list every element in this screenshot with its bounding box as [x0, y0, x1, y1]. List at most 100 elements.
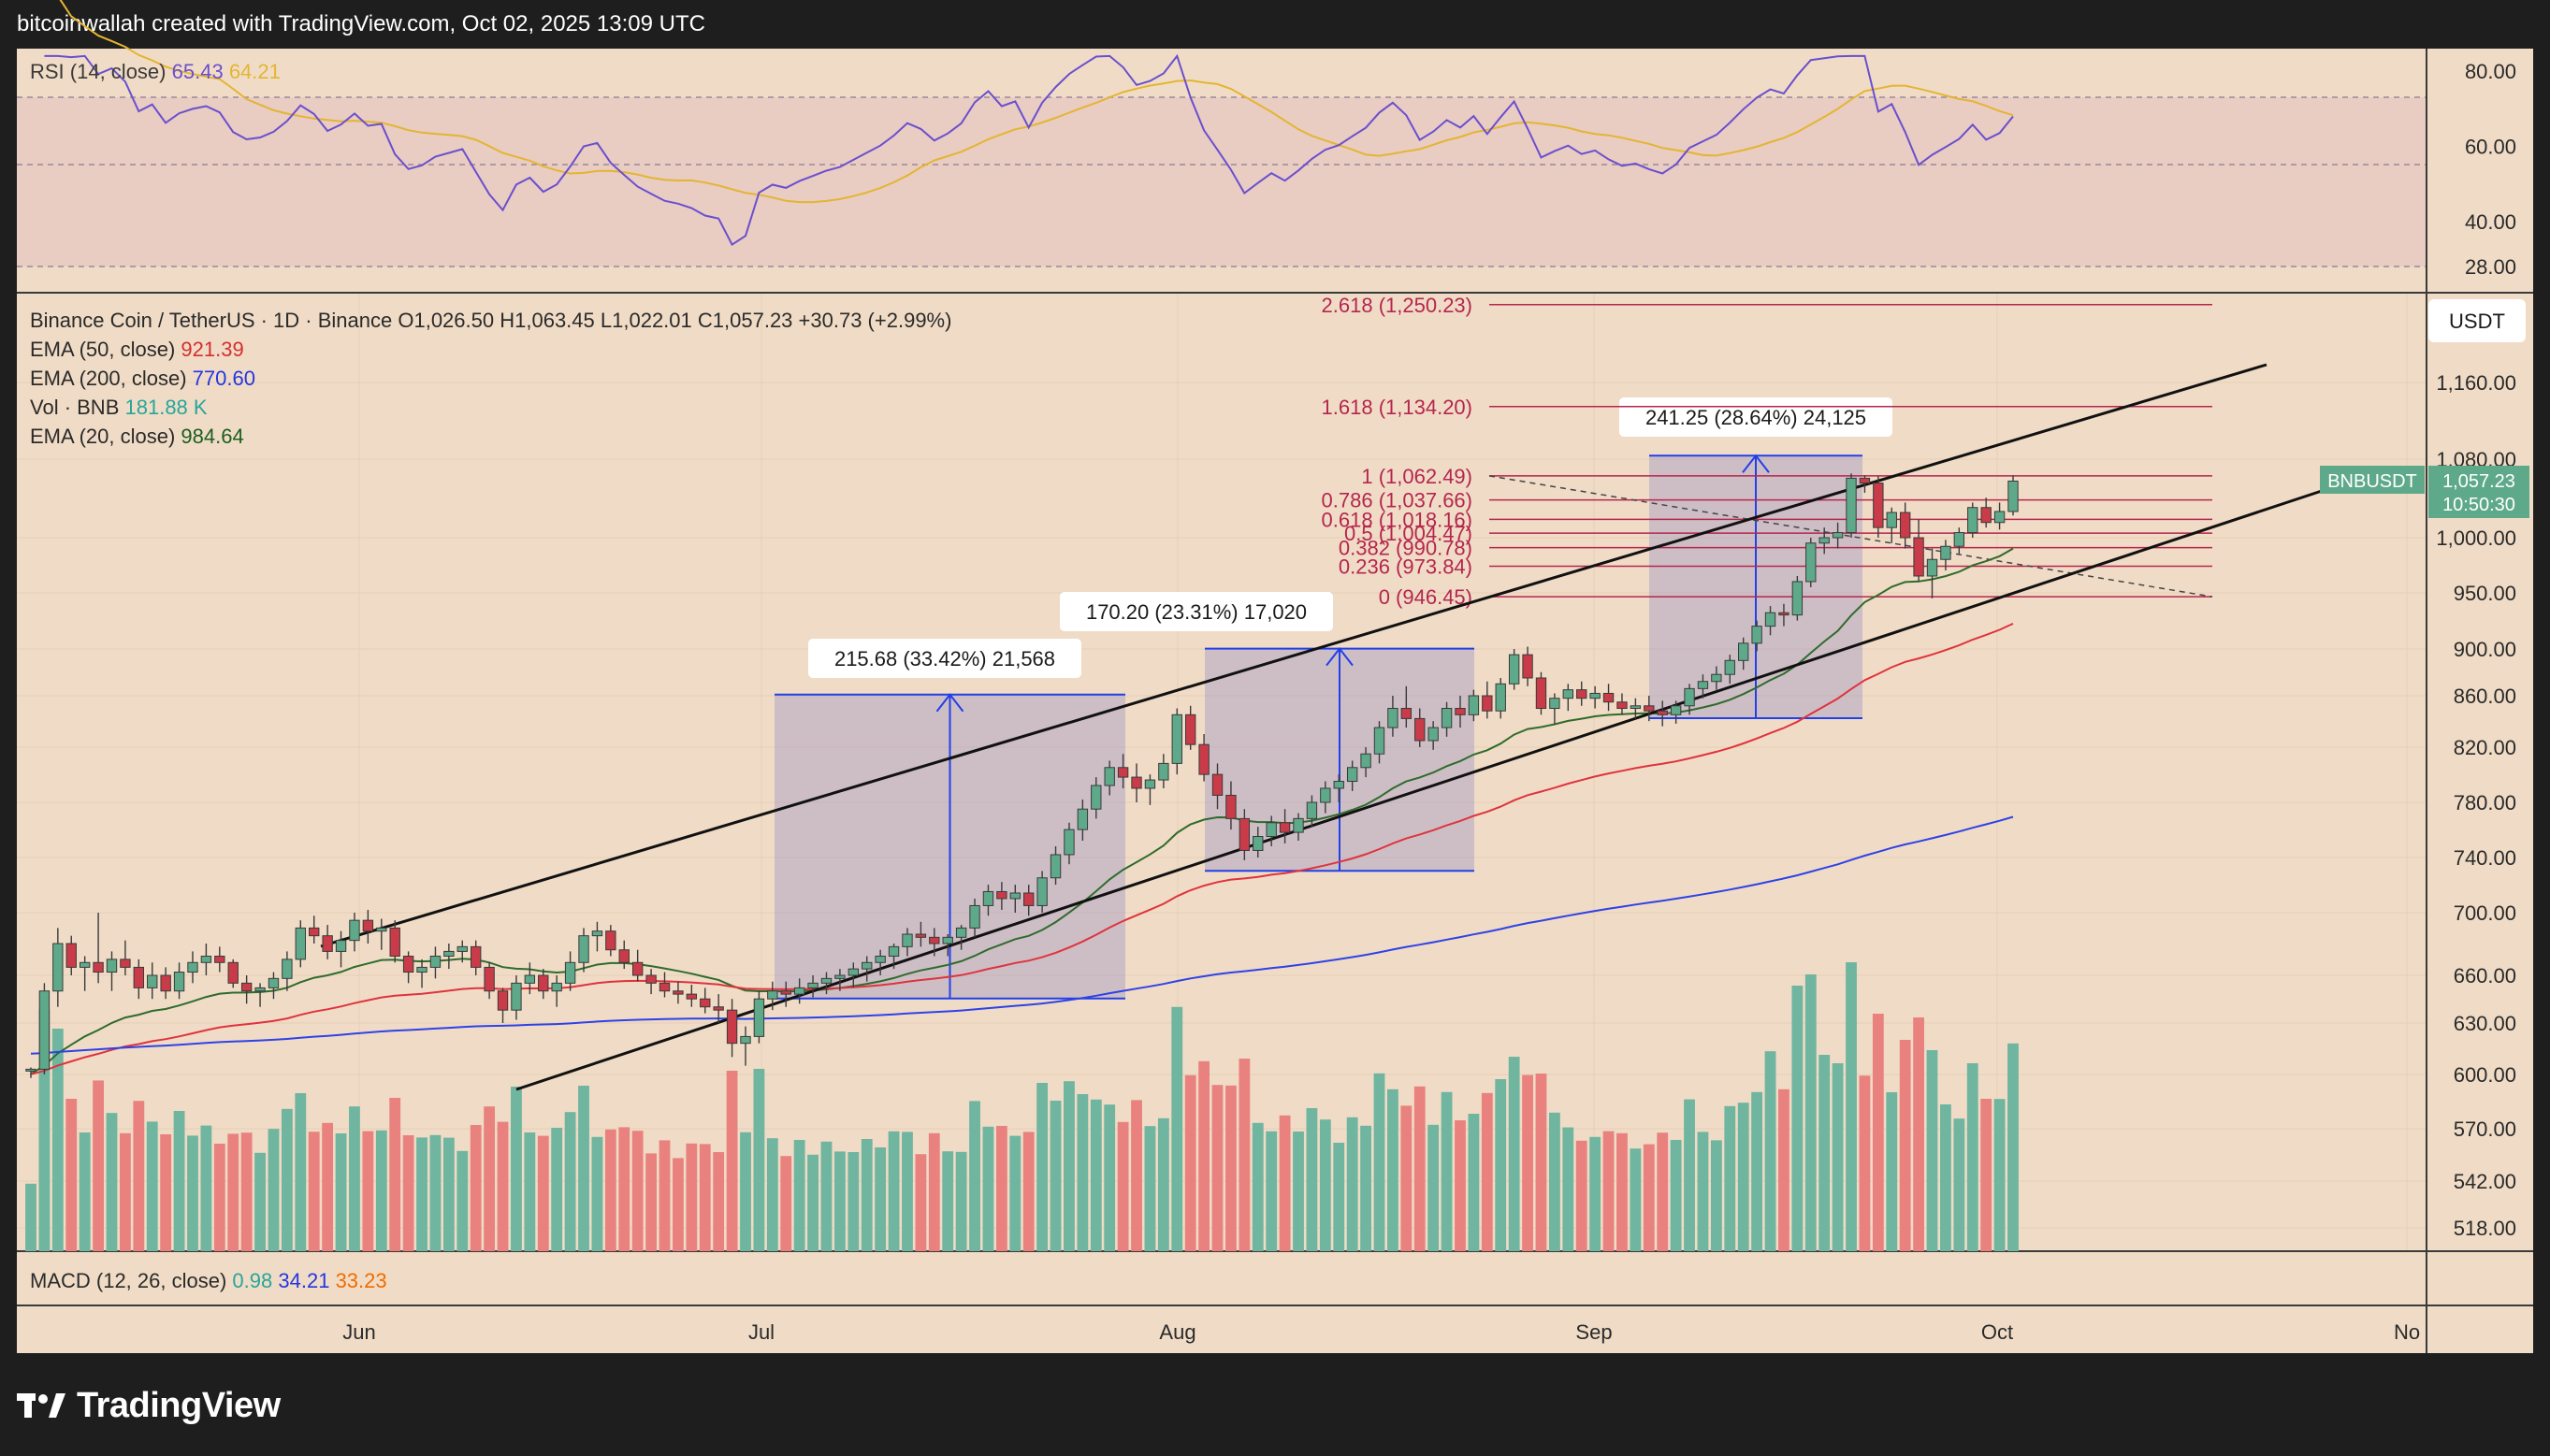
volume-bar: [200, 1125, 212, 1251]
volume-bar: [645, 1153, 657, 1251]
volume-bar: [1575, 1140, 1587, 1251]
volume-bar: [1198, 1060, 1210, 1251]
candle-body: [631, 961, 644, 976]
volume-bar: [969, 1101, 980, 1251]
volume-bar: [119, 1132, 131, 1251]
volume-bar: [375, 1130, 387, 1251]
dashed-trendline: [1488, 475, 2213, 598]
ema20-line: [30, 547, 2014, 1075]
volume-bar: [470, 1125, 482, 1251]
candle-body: [1953, 532, 1965, 547]
time-tick: No: [2394, 1320, 2420, 1344]
volume-bar: [1306, 1108, 1318, 1251]
candle-body: [1980, 507, 1992, 524]
candle-body: [1387, 708, 1398, 728]
volume-bar: [2007, 1043, 2019, 1251]
volume-bar: [173, 1111, 185, 1251]
candle-body: [1293, 817, 1304, 833]
price-badge-countdown: 10:50:30: [2442, 495, 2515, 515]
volume-bar: [93, 1080, 104, 1251]
time-tick: Jun: [342, 1320, 375, 1344]
svg-text:USDT: USDT: [2449, 310, 2505, 333]
candle-body: [1184, 714, 1196, 745]
candle-body: [1441, 708, 1453, 728]
trend-channel[interactable]: [320, 363, 2342, 1091]
volume-bar: [322, 1122, 334, 1251]
volume-bar: [1913, 1017, 1925, 1251]
candle-body: [1630, 705, 1642, 710]
candle-body: [282, 959, 293, 979]
volume-bar: [928, 1132, 940, 1251]
price-tick: 660.00: [2454, 964, 2516, 987]
volume-bar: [1360, 1125, 1371, 1251]
rsi-tick: 28.00: [2465, 255, 2516, 279]
volume-bar: [1508, 1057, 1520, 1251]
volume-bar: [1940, 1104, 1951, 1251]
footer-brand: TradingView: [77, 1385, 281, 1425]
candle-body: [1926, 558, 1938, 577]
candle-body: [1549, 698, 1560, 710]
measure-arrow-head: [1326, 647, 1354, 667]
candle-body: [1468, 695, 1480, 715]
volume-bar: [1333, 1143, 1345, 1251]
volume-bar: [578, 1086, 589, 1251]
volume-bar: [484, 1106, 496, 1251]
candle-body: [200, 955, 212, 963]
candle-body: [52, 943, 64, 992]
candle-body: [1562, 689, 1573, 699]
fib-label: 0.382 (990.78): [1339, 537, 1472, 560]
candle-body: [834, 974, 846, 979]
candle-body: [1036, 877, 1048, 906]
volume-bar: [1131, 1100, 1142, 1251]
measure-arrow-head: [1742, 454, 1770, 473]
header-bar: bitcoinwallah created with TradingView.c…: [0, 0, 2550, 49]
volume-bar: [686, 1143, 698, 1251]
candle-body: [524, 974, 536, 984]
legend-ema20: EMA (20, close) 984.64: [30, 425, 244, 448]
candle-body: [120, 959, 131, 968]
candle-body: [1171, 714, 1182, 764]
candle-body: [618, 949, 630, 963]
volume-bar: [753, 1069, 765, 1251]
candle-body: [1400, 708, 1413, 719]
volume-bar: [740, 1132, 751, 1251]
volume-bar: [349, 1106, 360, 1251]
volume-bar: [1616, 1132, 1628, 1251]
volume-bar: [1293, 1132, 1304, 1251]
rsi-tick: 40.00: [2465, 210, 2516, 234]
rsi-tick: 60.00: [2465, 135, 2516, 158]
candle-body: [673, 990, 684, 995]
volume-bar: [793, 1140, 805, 1251]
volume-bar: [1832, 1063, 1844, 1251]
tradingview-logo[interactable]: TradingView: [17, 1382, 281, 1429]
candle-body: [740, 1035, 751, 1045]
time-tick: Aug: [1159, 1320, 1195, 1344]
candle-body: [443, 950, 455, 957]
volume-bar: [1804, 974, 1817, 1251]
channel-lower-line: [515, 483, 2342, 1091]
candle-body: [187, 961, 198, 973]
candle-body: [1495, 683, 1506, 712]
candle-body: [659, 982, 671, 992]
volume-bar: [1184, 1074, 1196, 1251]
header-credit: bitcoinwallah created with TradingView.c…: [17, 11, 705, 36]
volume-bar: [1495, 1079, 1507, 1251]
volume-bar: [429, 1134, 442, 1251]
candle-body: [1414, 717, 1426, 742]
candle-body: [1940, 545, 1951, 560]
candles[interactable]: [25, 473, 2019, 1078]
ema-lines: [30, 547, 2014, 1075]
price-tick: 542.00: [2454, 1170, 2516, 1193]
volume-bar: [1846, 962, 1857, 1251]
volume-bar: [1064, 1081, 1075, 1251]
currency-badge[interactable]: USDT: [2428, 299, 2526, 342]
ema50-line: [30, 622, 2014, 1075]
candle-body: [686, 993, 698, 1000]
volume-bar: [888, 1131, 900, 1251]
volume-bar: [1602, 1131, 1615, 1251]
time-tick: Sep: [1575, 1320, 1612, 1344]
volume-bar: [1225, 1085, 1237, 1251]
fib-label: 0.618 (1,018.16): [1322, 508, 1472, 531]
price-badge-symbol: BNBUSDT: [2327, 471, 2417, 492]
